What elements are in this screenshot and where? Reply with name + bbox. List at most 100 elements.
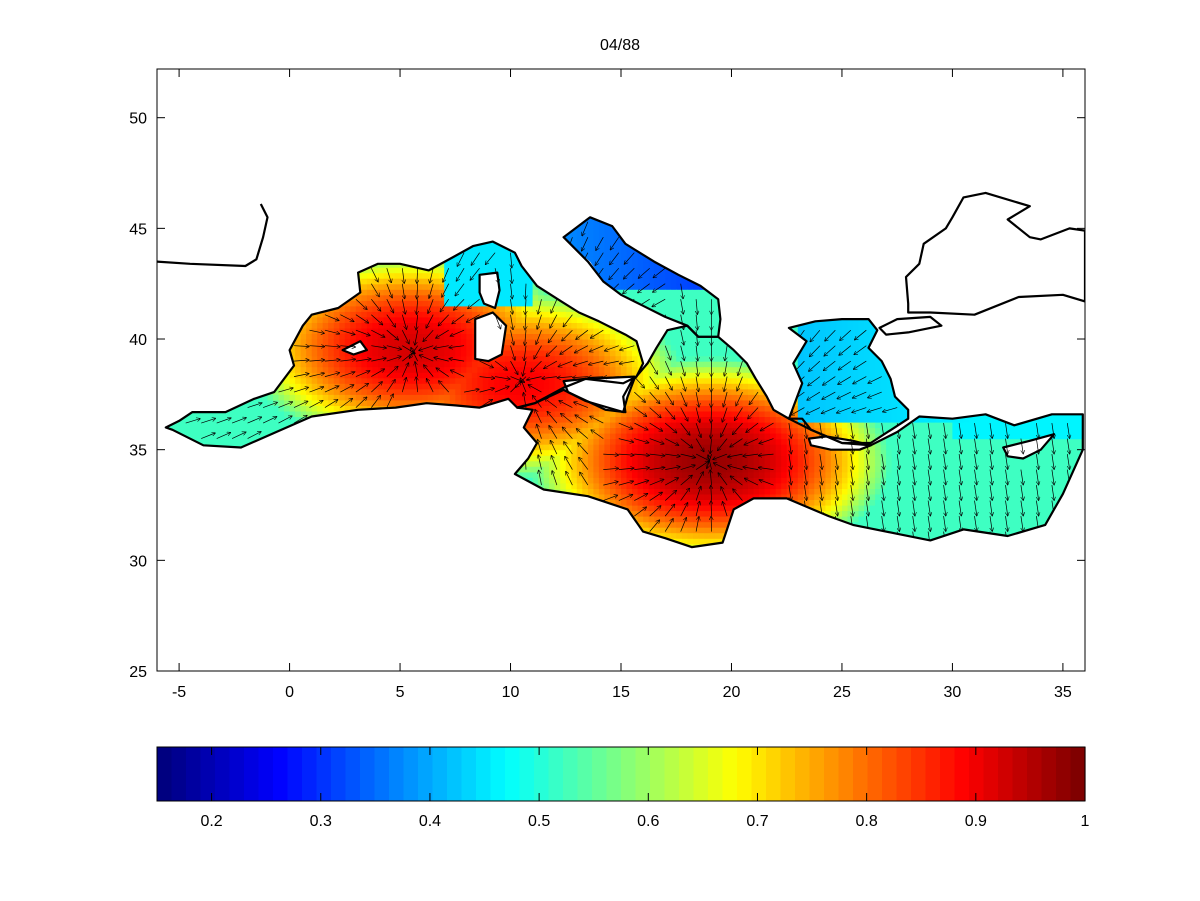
heat-cell — [565, 422, 572, 429]
heat-cell — [273, 422, 280, 429]
heat-cell — [466, 372, 473, 379]
heat-cell — [527, 327, 534, 334]
heat-cell — [576, 444, 583, 451]
heat-cell — [532, 466, 539, 473]
heat-cell — [389, 283, 396, 290]
heat-cell — [505, 388, 512, 395]
heat-cell — [444, 289, 451, 296]
heat-cell — [284, 394, 291, 401]
heat-cell — [322, 327, 329, 334]
heat-cell — [173, 427, 180, 434]
heat-cell — [278, 388, 285, 395]
heat-cell — [405, 327, 412, 334]
heat-cell — [449, 272, 456, 279]
heat-cell — [212, 410, 219, 417]
heat-cell — [383, 305, 390, 312]
heat-cell — [477, 377, 484, 384]
heat-cell — [538, 305, 545, 312]
heat-cell — [422, 283, 429, 290]
heat-cell — [328, 366, 335, 373]
heat-cell — [565, 333, 572, 340]
heat-cell — [333, 394, 340, 401]
heat-cell — [339, 344, 346, 351]
heat-cell — [565, 366, 572, 373]
heat-cell — [317, 377, 324, 384]
heat-cell — [234, 405, 241, 412]
heat-cell — [422, 289, 429, 296]
heat-cell — [366, 339, 373, 346]
heat-cell — [184, 427, 191, 434]
heat-cell — [571, 466, 578, 473]
heat-cell — [471, 283, 478, 290]
heat-cell — [366, 394, 373, 401]
heat-cell — [411, 339, 418, 346]
heat-cell — [383, 272, 390, 279]
heat-cell — [295, 383, 302, 390]
heat-cell — [366, 344, 373, 351]
heat-cell — [549, 327, 556, 334]
heat-cell — [311, 377, 318, 384]
heat-cell — [455, 283, 462, 290]
heat-cell — [538, 416, 545, 423]
heat-cell — [394, 333, 401, 340]
heat-cell — [195, 427, 202, 434]
heat-cell — [532, 283, 539, 290]
heat-cell — [455, 394, 462, 401]
heat-cell — [400, 305, 407, 312]
heat-cell — [571, 233, 578, 240]
heat-cell — [394, 272, 401, 279]
heat-cell — [554, 477, 561, 484]
heat-cell — [460, 294, 467, 301]
heat-cell — [460, 256, 467, 263]
heat-cell — [471, 388, 478, 395]
heat-cell — [228, 433, 235, 440]
heat-cell — [554, 316, 561, 323]
heat-cell — [289, 388, 296, 395]
heat-cell — [300, 327, 307, 334]
heat-cell — [571, 410, 578, 417]
heat-cell — [499, 256, 506, 263]
heat-cell — [576, 477, 583, 484]
heat-cell — [190, 427, 197, 434]
heat-cell — [300, 366, 307, 373]
heat-cell — [179, 427, 186, 434]
heat-cell — [565, 410, 572, 417]
heat-cell — [499, 372, 506, 379]
heat-cell — [350, 322, 357, 329]
heat-cell — [389, 327, 396, 334]
heat-cell — [554, 311, 561, 318]
heat-cell — [427, 355, 434, 362]
heat-cell — [449, 294, 456, 301]
heat-cell — [543, 383, 550, 390]
heat-cell — [565, 399, 572, 406]
heat-cell — [378, 316, 385, 323]
heat-cell — [510, 256, 517, 263]
heat-cell — [460, 361, 467, 368]
heat-cell — [532, 383, 539, 390]
heat-cell — [394, 267, 401, 274]
heat-cell — [543, 405, 550, 412]
heat-cell — [383, 316, 390, 323]
heat-cell — [510, 300, 517, 307]
heat-cell — [339, 372, 346, 379]
heat-cell — [223, 410, 230, 417]
heat-cell — [460, 322, 467, 329]
heat-cell — [494, 388, 501, 395]
heat-cell — [532, 333, 539, 340]
heat-cell — [549, 444, 556, 451]
heat-cell — [295, 410, 302, 417]
heat-cell — [416, 333, 423, 340]
heat-cell — [549, 477, 556, 484]
heat-cell — [560, 316, 567, 323]
heat-cell — [554, 482, 561, 489]
heat-cell — [516, 283, 523, 290]
heat-cell — [427, 322, 434, 329]
heat-cell — [228, 422, 235, 429]
heat-cell — [422, 350, 429, 357]
heat-cell — [455, 256, 462, 263]
heat-cell — [355, 377, 362, 384]
heat-cell — [366, 278, 373, 285]
heat-cell — [477, 256, 484, 263]
heat-cell — [389, 361, 396, 368]
heat-cell — [361, 322, 368, 329]
